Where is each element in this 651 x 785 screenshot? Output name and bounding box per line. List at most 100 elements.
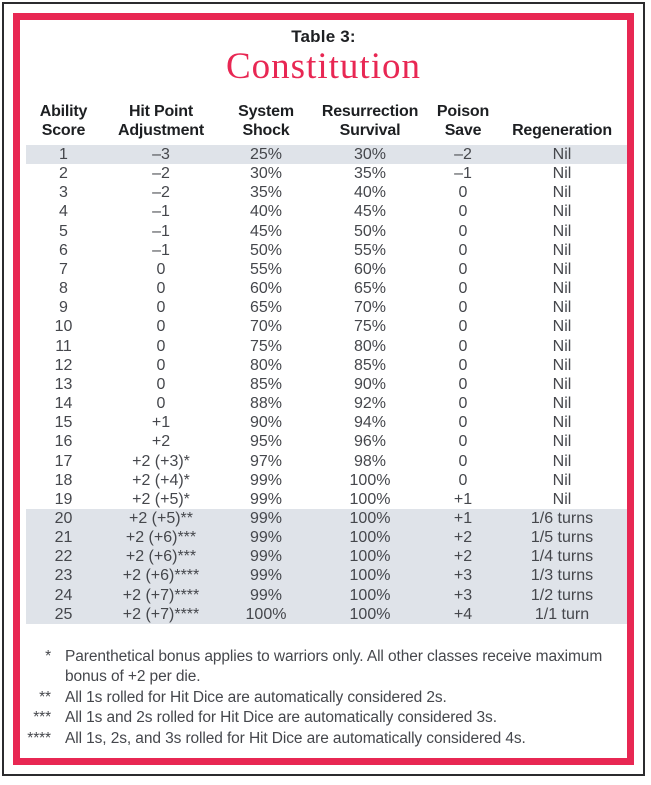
cell-hit-point-adjustment: +2 (+4)* (132, 471, 190, 489)
column-header-line: Resurrection (321, 103, 419, 120)
cell-regeneration: Nil (552, 184, 572, 202)
column-header-line: Survival (339, 122, 401, 139)
cell-poison-save: +3 (453, 586, 473, 604)
cell-ability-score: 10 (54, 318, 73, 336)
cell-regeneration: Nil (552, 490, 572, 508)
cell-regeneration: Nil (552, 433, 572, 451)
cell-poison-save: 0 (458, 471, 468, 489)
cell-poison-save: 0 (458, 241, 468, 259)
cell-regeneration: 1/1 turn (534, 605, 590, 623)
cell-poison-save: –1 (454, 165, 472, 183)
footnote-text: All 1s rolled for Hit Dice are automatic… (65, 688, 447, 706)
cell-hit-point-adjustment: –1 (152, 241, 170, 259)
cell-regeneration: Nil (552, 203, 572, 221)
cell-regeneration: 1/5 turns (530, 529, 594, 547)
cell-system-shock: 90% (249, 414, 283, 432)
cell-ability-score: 1 (59, 146, 68, 163)
footnote: *** All 1s and 2s rolled for Hit Dice are… (20, 708, 626, 729)
cell-ability-score: 23 (54, 567, 73, 585)
cell-poison-save: 0 (458, 452, 468, 470)
cell-poison-save: +1 (453, 490, 473, 508)
cell-ability-score: 5 (59, 222, 68, 240)
table-row: 14 0 88% 92% 0 Nil (26, 394, 627, 413)
cell-hit-point-adjustment: –1 (152, 222, 170, 240)
column-header-hit-point-adjustment: Hit Point Adjustment (101, 102, 221, 140)
table-row: 11 0 75% 80% 0 Nil (26, 337, 627, 356)
red-border-frame: Table 3: Constitution Ability Score Hit Po… (13, 13, 634, 765)
cell-poison-save: +2 (453, 548, 473, 566)
table-row: 6 –1 50% 55% 0 Nil (26, 241, 627, 260)
cell-system-shock: 60% (249, 280, 283, 298)
table-row: 23 +2 (+6)**** 99% 100% +3 1/3 turns (26, 566, 627, 586)
table-number-label: Table 3: (291, 27, 356, 46)
table-row: 1 –3 25% 30% –2 Nil (26, 145, 627, 165)
cell-poison-save: 0 (458, 395, 468, 413)
table-row: 20 +2 (+5)** 99% 100% +1 1/6 turns (26, 508, 627, 529)
footnote: * Parenthetical bonus applies to warriors… (20, 647, 626, 688)
cell-resurrection-survival: 100% (349, 529, 391, 547)
cell-regeneration: Nil (552, 241, 572, 259)
cell-system-shock: 99% (249, 586, 283, 604)
cell-ability-score: 6 (59, 241, 68, 259)
table-row: 2 –2 30% 35% –1 Nil (26, 164, 627, 183)
cell-poison-save: 0 (458, 414, 468, 432)
column-header-poison-save: Poison Save (429, 102, 497, 140)
cell-hit-point-adjustment: 0 (156, 356, 166, 374)
cell-ability-score: 21 (54, 529, 73, 547)
cell-ability-score: 14 (54, 395, 73, 413)
cell-resurrection-survival: 80% (353, 337, 387, 355)
cell-system-shock: 99% (249, 548, 283, 566)
cell-ability-score: 9 (59, 299, 68, 317)
column-header-line: Regeneration (512, 122, 612, 139)
cell-hit-point-adjustment: +2 (+3)* (132, 452, 190, 470)
cell-resurrection-survival: 100% (349, 586, 391, 604)
cell-system-shock: 30% (249, 165, 283, 183)
cell-system-shock: 97% (249, 452, 283, 470)
cell-ability-score: 2 (59, 165, 68, 183)
cell-ability-score: 24 (54, 586, 73, 604)
cell-ability-score: 7 (59, 260, 68, 278)
cell-regeneration: 1/3 turns (530, 567, 594, 585)
cell-system-shock: 50% (249, 241, 283, 259)
cell-system-shock: 35% (249, 184, 283, 202)
footnotes-block: * Parenthetical bonus applies to warriors… (20, 647, 626, 750)
cell-hit-point-adjustment: 0 (156, 260, 166, 278)
cell-ability-score: 15 (54, 414, 73, 432)
cell-resurrection-survival: 40% (353, 184, 387, 202)
cell-regeneration: 1/6 turns (530, 509, 594, 527)
cell-ability-score: 19 (54, 490, 73, 508)
table-row: 7 0 55% 60% 0 Nil (26, 260, 627, 279)
footnote-text: All 1s, 2s, and 3s rolled for Hit Dice a… (65, 729, 526, 747)
cell-resurrection-survival: 100% (349, 471, 391, 489)
cell-hit-point-adjustment: 0 (156, 395, 166, 413)
cell-poison-save: 0 (458, 280, 468, 298)
cell-poison-save: +4 (453, 605, 473, 623)
cell-regeneration: Nil (552, 337, 572, 355)
cell-resurrection-survival: 98% (353, 452, 387, 470)
cell-hit-point-adjustment: +2 (+5)* (132, 490, 190, 508)
cell-ability-score: 12 (54, 356, 73, 374)
cell-resurrection-survival: 100% (349, 567, 391, 585)
cell-system-shock: 85% (249, 375, 283, 393)
cell-ability-score: 25 (54, 605, 73, 623)
cell-hit-point-adjustment: +2 (151, 433, 171, 451)
cell-system-shock: 40% (249, 203, 283, 221)
table-row: 24 +2 (+7)**** 99% 100% +3 1/2 turns (26, 585, 627, 605)
cell-resurrection-survival: 100% (349, 490, 391, 508)
cell-resurrection-survival: 30% (353, 146, 387, 163)
cell-regeneration: Nil (552, 146, 572, 163)
cell-system-shock: 99% (249, 529, 283, 547)
table-row: 13 0 85% 90% 0 Nil (26, 375, 627, 394)
cell-poison-save: 0 (458, 260, 468, 278)
cell-resurrection-survival: 70% (353, 299, 387, 317)
table-row: 21 +2 (+6)*** 99% 100% +2 1/5 turns (26, 528, 627, 548)
cell-system-shock: 70% (249, 318, 283, 336)
column-header-line: Shock (242, 122, 290, 139)
cell-resurrection-survival: 92% (353, 395, 387, 413)
cell-poison-save: +2 (453, 529, 473, 547)
footnote-marker: * (45, 647, 51, 665)
column-header-line: Hit Point (129, 103, 193, 120)
column-header-resurrection-survival: Resurrection Survival (311, 102, 429, 140)
cell-poison-save: 0 (458, 356, 468, 374)
cell-regeneration: Nil (552, 260, 572, 278)
